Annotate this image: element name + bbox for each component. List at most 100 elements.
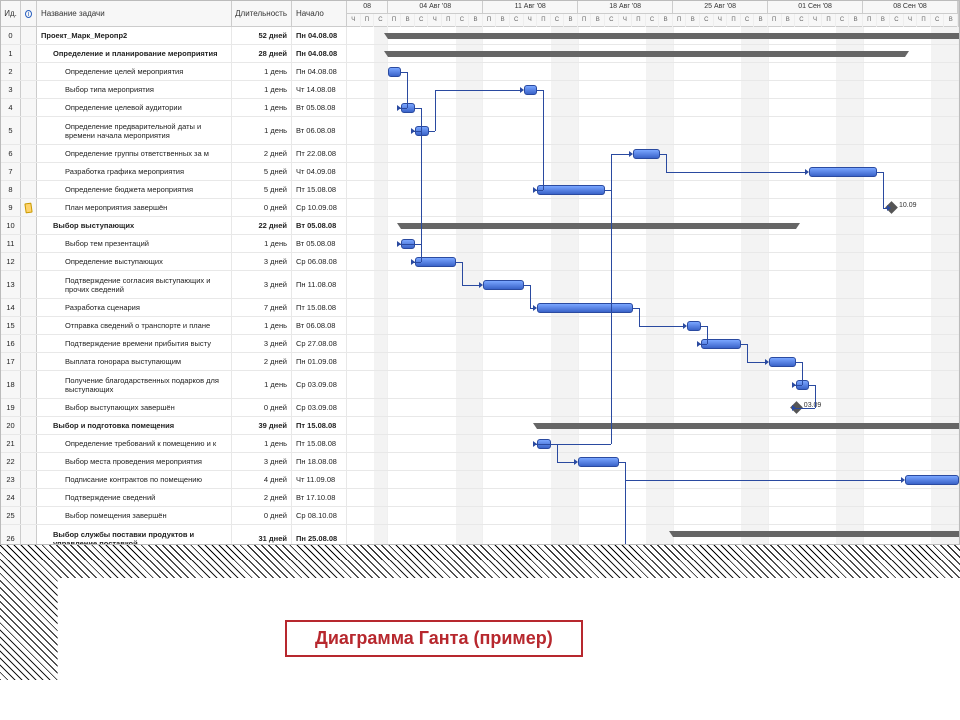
task-bar[interactable] [388, 67, 402, 77]
task-start: Пт 15.08.08 [292, 181, 347, 198]
row-id: 26 [1, 525, 21, 544]
table-row[interactable]: 11Выбор тем презентаций1 деньВт 05.08.08 [1, 235, 959, 253]
table-row[interactable]: 12Определение выступающих3 днейСр 06.08.… [1, 253, 959, 271]
task-name: Подтверждение сведений [37, 489, 232, 506]
task-bar[interactable] [687, 321, 701, 331]
task-name: План мероприятия завершён [37, 199, 232, 216]
table-row[interactable]: 18Получение благодарственных подарков дл… [1, 371, 959, 399]
row-id: 9 [1, 199, 21, 216]
task-bar-area [347, 217, 959, 234]
row-info [21, 235, 37, 252]
table-row[interactable]: 8Определение бюджета мероприятия5 днейПт… [1, 181, 959, 199]
table-row[interactable]: 13Подтверждение согласия выступающих и п… [1, 271, 959, 299]
table-row[interactable]: 15Отправка сведений о транспорте и плане… [1, 317, 959, 335]
task-bar[interactable] [524, 85, 538, 95]
task-bar[interactable] [537, 303, 632, 313]
table-row[interactable]: 0Проект_Марк_Меропр252 днейПн 04.08.08 [1, 27, 959, 45]
summary-bar[interactable] [401, 223, 795, 229]
col-name[interactable]: Название задачи [37, 1, 232, 26]
task-bar[interactable] [415, 257, 456, 267]
table-row[interactable]: 9План мероприятия завершён0 днейСр 10.09… [1, 199, 959, 217]
table-row[interactable]: 22Выбор места проведения мероприятия3 дн… [1, 453, 959, 471]
row-info [21, 99, 37, 116]
table-row[interactable]: 14Разработка сценария7 днейПт 15.08.08 [1, 299, 959, 317]
col-info[interactable]: i [21, 1, 37, 26]
row-id: 1 [1, 45, 21, 62]
table-row[interactable]: 21Определение требований к помещению и к… [1, 435, 959, 453]
task-duration: 1 день [232, 99, 292, 116]
task-start: Пт 15.08.08 [292, 417, 347, 434]
row-info [21, 145, 37, 162]
task-bar-area [347, 253, 959, 270]
task-bar[interactable] [537, 439, 551, 449]
table-row[interactable]: 17Выплата гонорара выступающим2 днейПн 0… [1, 353, 959, 371]
row-info [21, 507, 37, 524]
col-duration[interactable]: Длительность [232, 1, 292, 26]
task-bar[interactable] [809, 167, 877, 177]
table-row[interactable]: 7Разработка графика мероприятия5 днейЧт … [1, 163, 959, 181]
summary-bar[interactable] [537, 423, 959, 429]
milestone-icon[interactable] [790, 401, 803, 414]
task-name: Выбор тем презентаций [37, 235, 232, 252]
row-id: 17 [1, 353, 21, 370]
task-bar[interactable] [769, 357, 796, 367]
task-bar-area [347, 81, 959, 98]
row-info [21, 525, 37, 544]
row-info [21, 489, 37, 506]
week-header: 18 Авг '08 [578, 1, 673, 13]
summary-bar[interactable] [388, 33, 959, 39]
task-bar[interactable] [401, 239, 415, 249]
task-bar[interactable] [401, 103, 415, 113]
task-start: Ср 10.09.08 [292, 199, 347, 216]
table-row[interactable]: 25Выбор помещения завершён0 днейСр 08.10… [1, 507, 959, 525]
row-id: 7 [1, 163, 21, 180]
task-bar[interactable] [415, 126, 429, 136]
table-row[interactable]: 6Определение группы ответственных за м2 … [1, 145, 959, 163]
row-id: 4 [1, 99, 21, 116]
table-row[interactable]: 2Определение целей мероприятия1 деньПн 0… [1, 63, 959, 81]
table-row[interactable]: 20Выбор и подготовка помещения39 днейПт … [1, 417, 959, 435]
col-id[interactable]: Ид. [1, 1, 21, 26]
task-bar[interactable] [537, 185, 605, 195]
gantt-body[interactable]: 0Проект_Марк_Меропр252 днейПн 04.08.081О… [1, 27, 959, 544]
task-name: Выбор и подготовка помещения [37, 417, 232, 434]
milestone-icon[interactable] [885, 201, 898, 214]
table-row[interactable]: 10Выбор выступающих22 днейВт 05.08.08 [1, 217, 959, 235]
task-bar[interactable] [701, 339, 742, 349]
task-start: Ср 03.09.08 [292, 371, 347, 398]
table-row[interactable]: 23Подписание контрактов по помещению4 дн… [1, 471, 959, 489]
task-bar[interactable] [483, 280, 524, 290]
week-header: 08 [347, 1, 388, 13]
task-bar-area [347, 27, 959, 44]
row-info [21, 399, 37, 416]
table-row[interactable]: 16Подтверждение времени прибытия высту3 … [1, 335, 959, 353]
table-row[interactable]: 3Выбор типа мероприятия1 деньЧт 14.08.08 [1, 81, 959, 99]
task-start: Пн 25.08.08 [292, 525, 347, 544]
row-info [21, 353, 37, 370]
info-icon: i [25, 10, 32, 18]
table-row[interactable]: 24Подтверждение сведений2 днейВт 17.10.0… [1, 489, 959, 507]
task-start: Ср 27.08.08 [292, 335, 347, 352]
task-duration: 22 дней [232, 217, 292, 234]
col-start[interactable]: Начало [292, 1, 347, 26]
table-row[interactable]: 26Выбор службы поставки продуктов и упра… [1, 525, 959, 544]
table-row[interactable]: 5Определение предварительной даты и врем… [1, 117, 959, 145]
summary-bar[interactable] [673, 531, 959, 537]
task-bar[interactable] [905, 475, 959, 485]
task-bar[interactable] [578, 457, 619, 467]
task-name: Определение требований к помещению и к [37, 435, 232, 452]
row-id: 5 [1, 117, 21, 144]
task-bar[interactable] [796, 380, 810, 390]
table-row[interactable]: 4Определение целевой аудитории1 деньВт 0… [1, 99, 959, 117]
table-row[interactable]: 1Определение и планирование мероприятия2… [1, 45, 959, 63]
task-name: Выбор выступающих завершён [37, 399, 232, 416]
task-start: Пн 01.09.08 [292, 353, 347, 370]
task-name: Выбор типа мероприятия [37, 81, 232, 98]
timeline-header[interactable]: 0804 Авг '0811 Авг '0818 Авг '0825 Авг '… [347, 1, 959, 26]
summary-bar[interactable] [388, 51, 905, 57]
task-name: Выбор места проведения мероприятия [37, 453, 232, 470]
task-start: Вт 06.08.08 [292, 117, 347, 144]
task-bar[interactable] [633, 149, 660, 159]
row-info [21, 27, 37, 44]
table-row[interactable]: 19Выбор выступающих завершён0 днейСр 03.… [1, 399, 959, 417]
